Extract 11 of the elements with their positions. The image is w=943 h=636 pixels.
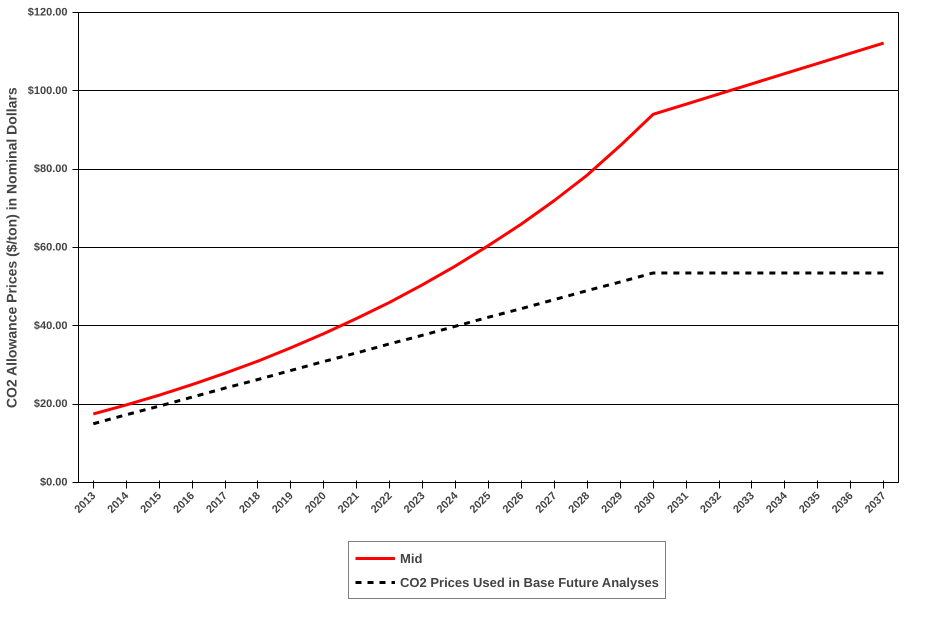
- y-axis-title: CO2 Allowance Prices ($/ton) in Nominal Dollars: [4, 87, 20, 408]
- y-tick-label: $100.00: [28, 84, 68, 97]
- legend-label: Mid: [400, 550, 422, 566]
- y-tick-label: $80.00: [34, 163, 68, 176]
- y-tick-label: $0.00: [40, 476, 68, 488]
- y-tick-label: $120.00: [28, 6, 68, 18]
- line-series: [92, 42, 886, 416]
- legend-label: CO2 Prices Used in Base Future Analyses: [400, 574, 659, 590]
- y-tick-label: $20.00: [34, 398, 68, 410]
- y-tick-label: $60.00: [34, 242, 68, 254]
- y-tick-label: $40.00: [34, 320, 68, 332]
